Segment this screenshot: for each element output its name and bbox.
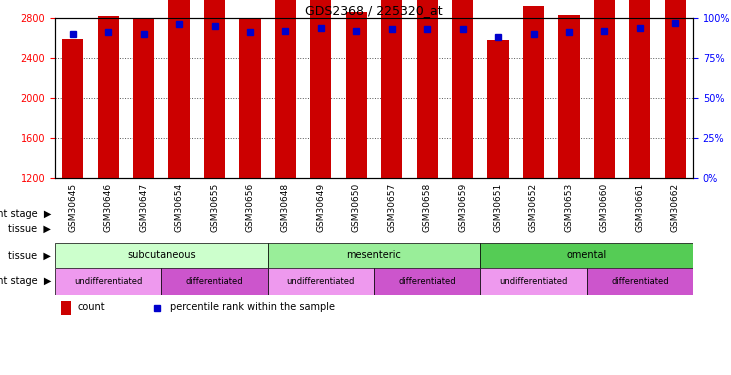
Bar [268,243,480,268]
Text: development stage  ▶: development stage ▶ [0,276,51,286]
Text: undifferentiated: undifferentiated [499,277,568,286]
Bar [239,18,260,178]
Bar [62,39,83,178]
Bar [417,0,438,178]
Text: GSM30660: GSM30660 [600,183,609,232]
Text: differentiated: differentiated [398,277,456,286]
Text: omental: omental [567,251,607,261]
Bar [629,0,651,178]
Text: GSM30662: GSM30662 [671,183,680,232]
Text: subcutaneous: subcutaneous [127,251,196,261]
Bar [162,268,268,295]
Bar [480,268,587,295]
Text: GSM30647: GSM30647 [139,183,148,232]
Text: GSM30654: GSM30654 [175,183,183,232]
Bar [97,16,119,178]
Bar [452,0,473,178]
Text: differentiated: differentiated [611,277,669,286]
Bar [488,40,509,178]
Bar [168,0,189,178]
Bar [133,19,154,178]
Bar [664,0,686,178]
Text: differentiated: differentiated [186,277,243,286]
Bar [594,0,615,178]
Bar [346,12,367,178]
Text: GSM30646: GSM30646 [104,183,113,232]
Text: mesenteric: mesenteric [346,251,401,261]
Text: GSM30648: GSM30648 [281,183,290,232]
Text: GSM30645: GSM30645 [68,183,77,232]
Text: undifferentiated: undifferentiated [287,277,355,286]
Bar [204,0,225,178]
Text: GSM30656: GSM30656 [246,183,254,232]
Text: development stage  ▶: development stage ▶ [0,209,51,219]
Text: tissue  ▶: tissue ▶ [9,224,51,234]
Text: percentile rank within the sample: percentile rank within the sample [170,303,335,312]
Text: GSM30661: GSM30661 [635,183,644,232]
Title: GDS2368 / 225320_at: GDS2368 / 225320_at [305,4,443,17]
Text: count: count [77,303,105,312]
Bar [275,0,296,178]
Bar [55,243,268,268]
Text: GSM30650: GSM30650 [352,183,361,232]
Bar [61,301,71,315]
Text: GSM30659: GSM30659 [458,183,467,232]
Bar [558,15,580,178]
Text: undifferentiated: undifferentiated [74,277,143,286]
Text: GSM30657: GSM30657 [387,183,396,232]
Text: GSM30658: GSM30658 [423,183,432,232]
Text: GSM30652: GSM30652 [529,183,538,232]
Text: tissue  ▶: tissue ▶ [9,251,51,261]
Bar [523,6,544,178]
Bar [55,268,162,295]
Text: GSM30651: GSM30651 [493,183,502,232]
Bar [310,0,331,178]
Text: GSM30655: GSM30655 [210,183,219,232]
Text: GSM30653: GSM30653 [564,183,573,232]
Text: GSM30649: GSM30649 [317,183,325,232]
Bar [480,243,693,268]
Bar [587,268,693,295]
Bar [268,268,374,295]
Bar [381,0,402,178]
Bar [374,268,480,295]
